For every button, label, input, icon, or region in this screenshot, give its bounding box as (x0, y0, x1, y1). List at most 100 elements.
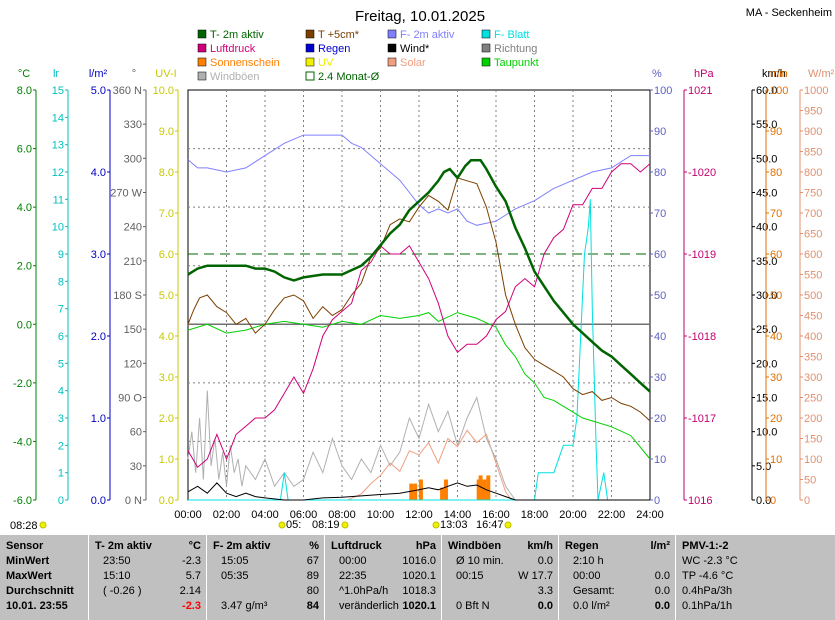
x-tick-label: 12:00 (405, 509, 433, 521)
legend-item: F- Blatt (481, 29, 529, 41)
axis-tick-label: 210 (124, 256, 142, 268)
axis-tick-label: 15 (52, 85, 64, 97)
sun-icon (432, 521, 440, 529)
marker-sunset: 16:47 (476, 519, 504, 531)
table-cell: 05:35 89 (221, 570, 319, 582)
axis-tick-label: 40.0 (756, 222, 777, 234)
legend-swatch (305, 29, 315, 39)
table-header-unit: km/h (527, 540, 553, 552)
axis-tick-label: 800 (804, 167, 822, 179)
table-cell: veränderlich 1020.1 (339, 600, 436, 612)
marker-sun-noon: 13:03 (440, 519, 468, 531)
legend-label: Richtung (494, 43, 537, 55)
axis-tick-label: 60.0 (756, 85, 777, 97)
axis-tick-label: 50 (770, 290, 782, 302)
axis-tick-label: 650 (804, 229, 822, 241)
axis-tick-label: 360 N (113, 85, 142, 97)
axis-tick-label: 1021 (688, 85, 712, 97)
legend-item: Taupunkt (481, 57, 539, 69)
table-header: Windböen (448, 540, 502, 552)
legend-item: T +5cm* (305, 29, 360, 41)
table-cell: TP -4.6 °C (682, 570, 734, 582)
x-tick-label: 00:00 (174, 509, 202, 521)
axis-tick-label: 100 (770, 85, 788, 97)
axis-tick-label: 30.0 (756, 290, 777, 302)
table-column: Luftdruck hPa 00:00 1016.0 22:35 1020.1 ^1.0hP… (324, 535, 442, 620)
axis-tick-label: 2.0 (91, 331, 106, 343)
axis-tick-label: 0 (654, 495, 660, 507)
axis-tick-label: 0.0 (159, 495, 174, 507)
table-cell: 3.47 g/m³ 84 (221, 600, 319, 612)
table-column: Sensor MinWert MaxWert Durchschnitt 10.01. 2… (0, 535, 88, 620)
series-line-t-2m-aktiv (187, 159, 651, 393)
axis-tick-label: 25.0 (756, 324, 777, 336)
axis-tick-label: 10.0 (153, 85, 174, 97)
series-line-solar (188, 429, 650, 501)
axis-tick-label: 1.0 (159, 454, 174, 466)
axis-tick-label: 8 (58, 276, 64, 288)
series-line-wind- (187, 482, 650, 501)
axis-tick-label: 9 (58, 249, 64, 261)
axis-tick-label: 7 (58, 304, 64, 316)
axis-unit: °C (18, 68, 30, 80)
axis-tick-label: 450 (804, 311, 822, 323)
table-cell: 80 (306, 585, 319, 597)
axis-tick-label: -1017 (688, 413, 716, 425)
table-cell: 10.01. 23:55 (6, 600, 68, 612)
series-line-t-5cm- (187, 177, 651, 422)
axis-tick-label: 10.0 (756, 427, 777, 439)
axis-tick-label: 40 (770, 331, 782, 343)
axis-tick-label: 50.0 (756, 153, 777, 165)
legend-item: UV (305, 57, 334, 69)
axis-tick-label: 14 (52, 112, 64, 124)
axis-tick-label: 4 (58, 386, 64, 398)
legend-swatch (481, 57, 491, 67)
legend-label: Luftdruck (210, 43, 256, 55)
table-header-unit: l/m² (650, 540, 670, 552)
axis-tick-label: 0 (770, 495, 776, 507)
axis-tick-label: 700 (804, 208, 822, 220)
axis-tick-label: 8.0 (17, 85, 32, 97)
table-cell: 0.4hPa/3h (682, 585, 733, 597)
axis-tick-label: 2.0 (159, 413, 174, 425)
axis-tick-label: 50 (654, 290, 666, 302)
table-cell: Ø 10 min. 0.0 (456, 555, 553, 567)
legend-item: Luftdruck (197, 43, 256, 55)
legend-label: Windböen (210, 71, 260, 83)
summary-table: Sensor MinWert MaxWert Durchschnitt 10.01. 2… (0, 535, 835, 620)
table-cell: 00:15 W 17.7 (456, 570, 553, 582)
x-tick-label: 22:00 (598, 509, 626, 521)
legend-label: Wind* (400, 43, 430, 55)
legend: T- 2m aktiv T +5cm* F- 2m aktiv F- Blatt Luf… (197, 29, 539, 83)
axis-tick-label: 2 (58, 440, 64, 452)
axis-tick-label: 90 (654, 126, 666, 138)
legend-label: 2.4 Monat-Ø (318, 71, 380, 83)
legend-swatch (197, 43, 207, 53)
axis-tick-label: 850 (804, 147, 822, 159)
x-tick-label: 04:00 (251, 509, 279, 521)
legend-item: Wind* (387, 43, 430, 55)
axis-tick-label: 70 (770, 208, 782, 220)
axis-tick-label: 5.0 (756, 461, 771, 473)
axis-unit: W/m² (808, 68, 835, 80)
axis-tick-label: 12 (52, 167, 64, 179)
table-column: Regen l/m² 2:10 h 00:00 0.0 Gesamt: 0.0 0.0 l/m… (558, 535, 676, 620)
table-column: PMV-1:-2 WC -2.3 °C TP -4.6 °C 0.4hPa/3h 0.1… (675, 535, 796, 620)
axis-tick-label: 9.0 (159, 126, 174, 138)
axis-tick-label: 300 (804, 372, 822, 384)
axis-unit: ° (132, 68, 136, 80)
legend-item: Sonnenschein (197, 57, 280, 69)
sunshine-bar (486, 475, 491, 500)
legend-label: Regen (318, 43, 350, 55)
axis-tick-label: 550 (804, 270, 822, 282)
legend-item: Regen (305, 43, 350, 55)
x-tick-label: 10:00 (367, 509, 395, 521)
axis-tick-label: -6.0 (13, 495, 32, 507)
axis-tick-label: 4.0 (17, 202, 32, 214)
axis-unit: l/m² (89, 68, 108, 80)
axis-tick-label: 5 (58, 358, 64, 370)
sun-icon (278, 521, 286, 529)
legend-swatch (197, 29, 207, 39)
legend-label: F- Blatt (494, 29, 529, 41)
table-cell: 0 Bft N 0.0 (456, 600, 553, 612)
